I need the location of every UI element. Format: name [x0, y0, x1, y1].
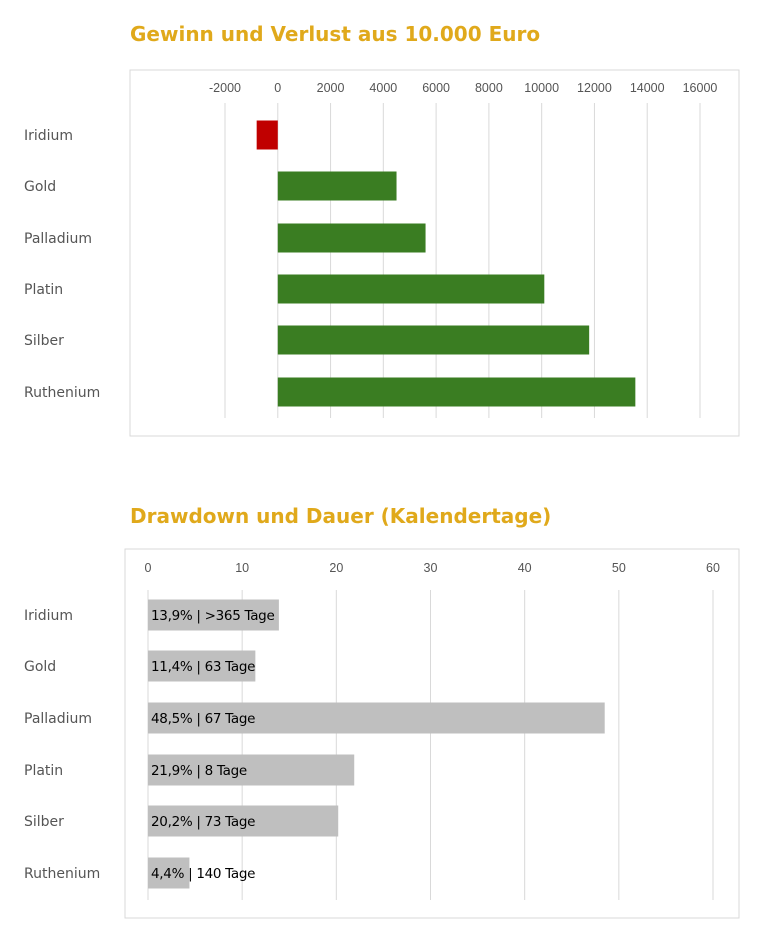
x-tick-label: 16000	[683, 81, 718, 95]
bar	[277, 325, 590, 355]
data-label: 21,9% | 8 Tage	[151, 763, 247, 779]
x-tick-label: 6000	[422, 81, 450, 95]
bar	[148, 857, 190, 889]
category-label: Silber	[24, 814, 64, 830]
category-label: Ruthenium	[24, 866, 100, 882]
bar	[148, 805, 339, 837]
bar	[277, 223, 426, 253]
bar	[148, 702, 605, 734]
x-tick-label: 30	[424, 561, 438, 575]
category-label: Iridium	[24, 608, 73, 624]
x-tick-label: 0	[274, 81, 281, 95]
bar	[277, 171, 397, 201]
x-tick-label: 4000	[369, 81, 397, 95]
data-label: 4,4% | 140 Tage	[151, 866, 255, 882]
category-label: Palladium	[24, 231, 92, 247]
category-label: Platin	[24, 282, 63, 298]
x-tick-label: 2000	[317, 81, 345, 95]
chart-title-profit-loss: Gewinn und Verlust aus 10.000 Euro	[130, 22, 541, 46]
data-label: 11,4% | 63 Tage	[151, 659, 255, 675]
x-tick-label: 10	[235, 561, 249, 575]
x-tick-label: 40	[518, 561, 532, 575]
data-label: 20,2% | 73 Tage	[151, 814, 255, 830]
bar	[148, 754, 355, 786]
bar	[148, 599, 279, 631]
category-label: Platin	[24, 763, 63, 779]
bar	[277, 377, 636, 407]
x-tick-label: 10000	[524, 81, 559, 95]
category-label: Ruthenium	[24, 385, 100, 401]
bar	[277, 274, 545, 304]
x-tick-label: 60	[706, 561, 720, 575]
data-label: 48,5% | 67 Tage	[151, 711, 255, 727]
x-tick-label: 50	[612, 561, 626, 575]
category-label: Gold	[24, 179, 56, 195]
chart-title-drawdown: Drawdown und Dauer (Kalendertage)	[130, 504, 552, 528]
x-tick-label: -2000	[209, 81, 241, 95]
category-label: Silber	[24, 333, 64, 349]
category-label: Palladium	[24, 711, 92, 727]
bar	[148, 650, 256, 682]
x-tick-label: 14000	[630, 81, 665, 95]
x-tick-label: 20	[329, 561, 343, 575]
bar	[256, 120, 278, 150]
data-label: 13,9% | >365 Tage	[151, 608, 274, 624]
plot-area-frame	[129, 69, 740, 437]
category-label: Iridium	[24, 128, 73, 144]
x-tick-label: 0	[145, 561, 152, 575]
category-label: Gold	[24, 659, 56, 675]
x-tick-label: 8000	[475, 81, 503, 95]
x-tick-label: 12000	[577, 81, 612, 95]
